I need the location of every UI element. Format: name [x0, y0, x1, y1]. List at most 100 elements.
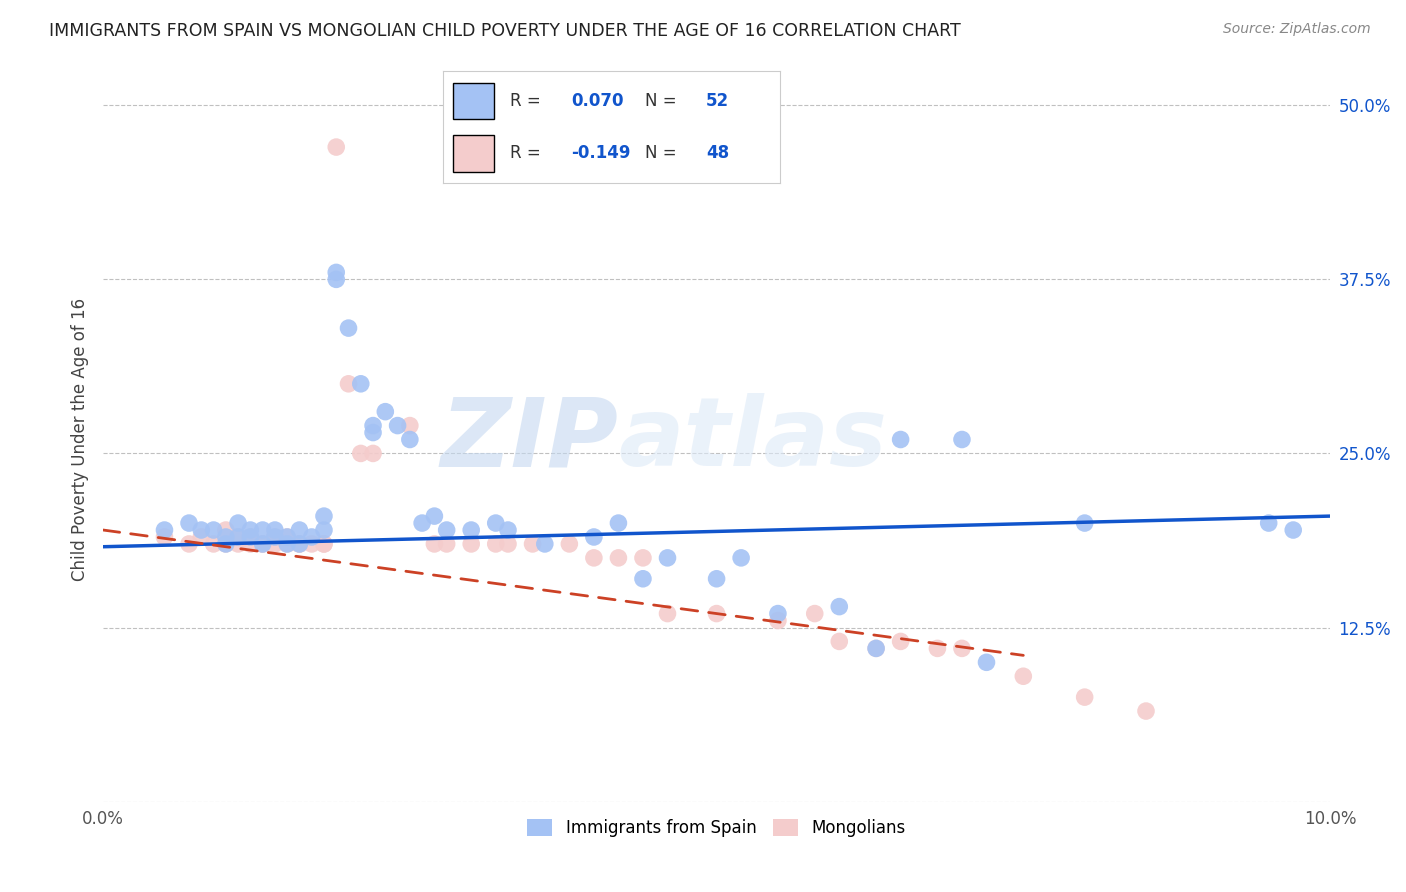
Point	[325, 140, 347, 154]
Point	[399, 433, 422, 447]
Point	[325, 272, 347, 286]
Point	[950, 641, 973, 656]
Point	[276, 537, 298, 551]
Point	[1257, 516, 1279, 530]
Point	[202, 537, 225, 551]
Point	[252, 537, 274, 551]
Point	[582, 550, 605, 565]
Point	[215, 530, 238, 544]
Point	[1012, 669, 1035, 683]
Point	[288, 537, 311, 551]
Point	[976, 656, 998, 670]
Point	[239, 523, 262, 537]
Point	[350, 376, 373, 391]
Text: atlas: atlas	[619, 393, 887, 486]
Point	[399, 418, 422, 433]
FancyBboxPatch shape	[453, 135, 494, 171]
Point	[485, 516, 508, 530]
Point	[436, 523, 458, 537]
Point	[496, 537, 519, 551]
Point	[361, 425, 384, 440]
Point	[264, 537, 287, 551]
Point	[766, 607, 789, 621]
Point	[1135, 704, 1157, 718]
Point	[190, 530, 212, 544]
Text: R =: R =	[510, 145, 547, 162]
Point	[190, 523, 212, 537]
Text: 0.070: 0.070	[571, 92, 624, 110]
Point	[1073, 516, 1095, 530]
Point	[252, 537, 274, 551]
Point	[252, 537, 274, 551]
FancyBboxPatch shape	[453, 83, 494, 120]
Point	[226, 516, 249, 530]
Point	[460, 523, 482, 537]
Point	[706, 572, 728, 586]
Point	[374, 404, 396, 418]
Point	[607, 516, 630, 530]
Point	[312, 523, 335, 537]
Point	[276, 530, 298, 544]
Point	[423, 537, 446, 551]
Point	[657, 607, 679, 621]
Point	[890, 433, 912, 447]
Point	[706, 607, 728, 621]
Text: IMMIGRANTS FROM SPAIN VS MONGOLIAN CHILD POVERTY UNDER THE AGE OF 16 CORRELATION: IMMIGRANTS FROM SPAIN VS MONGOLIAN CHILD…	[49, 22, 960, 40]
Point	[215, 523, 238, 537]
Point	[387, 418, 409, 433]
Point	[288, 537, 311, 551]
Point	[301, 530, 323, 544]
Point	[276, 537, 298, 551]
Point	[312, 509, 335, 524]
Text: -0.149: -0.149	[571, 145, 631, 162]
Point	[631, 550, 654, 565]
Text: N =: N =	[645, 145, 682, 162]
Point	[803, 607, 825, 621]
Point	[202, 523, 225, 537]
Text: N =: N =	[645, 92, 682, 110]
Point	[226, 530, 249, 544]
Y-axis label: Child Poverty Under the Age of 16: Child Poverty Under the Age of 16	[72, 298, 89, 581]
Point	[950, 433, 973, 447]
Point	[215, 537, 238, 551]
Point	[361, 418, 384, 433]
Point	[631, 572, 654, 586]
Text: Source: ZipAtlas.com: Source: ZipAtlas.com	[1223, 22, 1371, 37]
Point	[312, 537, 335, 551]
Point	[1073, 690, 1095, 705]
Point	[766, 614, 789, 628]
Point	[264, 523, 287, 537]
Point	[582, 530, 605, 544]
Legend: Immigrants from Spain, Mongolians: Immigrants from Spain, Mongolians	[520, 813, 912, 844]
Point	[177, 516, 200, 530]
Point	[361, 446, 384, 460]
Point	[337, 376, 360, 391]
Point	[865, 641, 887, 656]
Point	[522, 537, 544, 551]
Point	[226, 530, 249, 544]
Point	[657, 550, 679, 565]
Text: ZIP: ZIP	[440, 393, 619, 486]
Point	[485, 537, 508, 551]
Point	[301, 537, 323, 551]
Point	[423, 509, 446, 524]
Point	[325, 265, 347, 279]
Point	[828, 634, 851, 648]
Point	[288, 537, 311, 551]
Point	[350, 446, 373, 460]
Point	[1282, 523, 1305, 537]
Point	[337, 321, 360, 335]
Point	[607, 550, 630, 565]
Point	[865, 641, 887, 656]
Point	[215, 537, 238, 551]
Point	[276, 530, 298, 544]
Point	[436, 537, 458, 551]
Point	[890, 634, 912, 648]
Point	[927, 641, 949, 656]
Point	[153, 530, 176, 544]
Point	[239, 537, 262, 551]
Point	[730, 550, 752, 565]
Point	[496, 523, 519, 537]
Text: 48: 48	[706, 145, 730, 162]
Point	[239, 530, 262, 544]
